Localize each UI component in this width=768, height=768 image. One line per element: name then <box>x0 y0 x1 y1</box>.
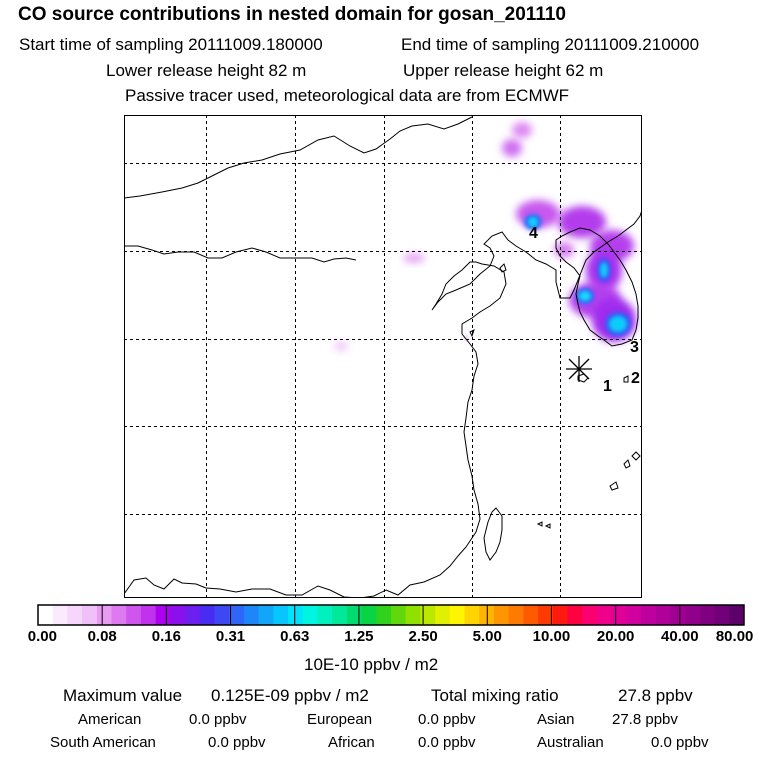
colorbar-swatch <box>729 605 745 625</box>
asian-value: 27.8 ppbv <box>612 711 678 728</box>
max-value: 0.125E-09 ppbv / m2 <box>211 686 369 705</box>
asian-label: Asian <box>537 711 575 728</box>
colorbar-tick-label: 5.00 <box>472 628 502 645</box>
south-american-value: 0.0 ppbv <box>208 734 266 751</box>
colorbar-swatch <box>435 605 451 625</box>
colorbar-tick-label: 0.63 <box>280 628 310 645</box>
australian-label: Australian <box>537 734 604 751</box>
american-value: 0.0 ppbv <box>189 711 247 728</box>
tracer-note: Passive tracer used, meteorological data… <box>125 86 570 105</box>
colorbar-swatch <box>670 605 686 625</box>
colorbar-swatch <box>185 605 201 625</box>
colorbar-tick-label: 0.16 <box>151 628 181 645</box>
colorbar-swatch <box>376 605 392 625</box>
colorbar-swatch <box>611 605 627 625</box>
coastlines <box>124 116 642 598</box>
african-value: 0.0 ppbv <box>418 734 476 751</box>
south-american-label: South American <box>50 734 156 751</box>
colorbar-swatch <box>405 605 421 625</box>
colorbar-swatch <box>288 605 304 625</box>
site-label-3: 3 <box>630 339 639 356</box>
end-time-label: End time of sampling 20111009.210000 <box>401 35 700 54</box>
colorbar-swatch <box>567 605 583 625</box>
colorbar-swatch <box>655 605 671 625</box>
colorbar-tick-label: 0.31 <box>215 628 246 645</box>
colorbar <box>37 604 745 626</box>
colorbar-tick-label: 2.50 <box>408 628 438 645</box>
colorbar-swatch <box>170 605 186 625</box>
map-panel: 1 2 3 4 <box>124 115 642 598</box>
colorbar-swatch <box>155 605 171 625</box>
colorbar-swatch <box>420 605 436 625</box>
colorbar-swatch <box>582 605 598 625</box>
map-grid <box>124 115 642 598</box>
colorbar-tick-label: 80.00 <box>715 628 754 645</box>
colorbar-border <box>37 604 745 626</box>
colorbar-swatch <box>82 605 98 625</box>
colorbar-swatch <box>52 605 68 625</box>
colorbar-tick-label: 20.00 <box>596 628 635 645</box>
colorbar-swatch <box>714 605 730 625</box>
map-frame <box>124 115 642 598</box>
american-label: American <box>78 711 142 728</box>
asterisk-icon <box>566 356 592 382</box>
concentration-plume <box>334 122 636 351</box>
colorbar-swatch <box>38 605 54 625</box>
colorbar-swatch <box>493 605 510 625</box>
colorbar-swatch <box>140 605 157 625</box>
colorbar-tick-label: 10.00 <box>532 628 571 645</box>
colorbar-swatch <box>126 605 142 625</box>
colorbar-swatch <box>302 605 318 625</box>
colorbar-unit: 10E-10 ppbv / m2 <box>304 655 439 674</box>
upper-release-height: Upper release height 62 m <box>403 61 604 80</box>
colorbar-swatch <box>111 605 127 625</box>
colorbar-swatch <box>641 605 657 625</box>
european-label: European <box>307 711 373 728</box>
colorbar-swatch <box>214 605 230 625</box>
total-mixing-value: 27.8 ppbv <box>618 686 693 705</box>
colorbar-tick-label: 0.00 <box>27 628 57 645</box>
colorbar-swatch <box>552 605 568 625</box>
colorbar-swatch <box>199 605 215 625</box>
colorbar-swatch <box>96 605 112 625</box>
colorbar-swatch <box>346 605 362 625</box>
colorbar-swatch <box>699 605 715 625</box>
colorbar-tick-label: 40.00 <box>661 628 699 645</box>
colorbar-swatch <box>361 605 377 625</box>
colorbar-swatch <box>258 605 274 625</box>
colorbar-swatch <box>538 605 554 625</box>
colorbar-swatch <box>523 605 539 625</box>
colorbar-swatch <box>626 605 642 625</box>
colorbar-tick-label: 0.08 <box>87 628 117 645</box>
colorbar-swatch <box>332 605 348 625</box>
start-time-label: Start time of sampling 20111009.180000 <box>19 35 323 54</box>
colorbar-swatch <box>391 605 407 625</box>
colorbar-swatch <box>67 605 83 625</box>
european-value: 0.0 ppbv <box>418 711 476 728</box>
colorbar-swatch <box>685 605 701 625</box>
australian-value: 0.0 ppbv <box>651 734 709 751</box>
site-label-4: 4 <box>529 225 538 242</box>
site-label-1: 1 <box>603 378 612 395</box>
colorbar-swatch <box>449 605 465 625</box>
colorbar-swatch <box>317 605 333 625</box>
colorbar-swatch <box>229 605 245 625</box>
lower-release-height: Lower release height 82 m <box>106 61 307 80</box>
plot-title: CO source contributions in nested domain… <box>18 4 566 25</box>
colorbar-swatch <box>508 605 524 625</box>
colorbar-tick-label: 1.25 <box>344 628 374 645</box>
african-label: African <box>328 734 375 751</box>
max-value-label: Maximum value <box>63 686 183 705</box>
total-mixing-label: Total mixing ratio <box>431 686 559 705</box>
colorbar-swatch <box>464 605 480 625</box>
colorbar-swatch <box>596 605 613 625</box>
colorbar-swatch <box>273 605 289 625</box>
site-label-2: 2 <box>631 370 640 387</box>
colorbar-swatch <box>243 605 260 625</box>
